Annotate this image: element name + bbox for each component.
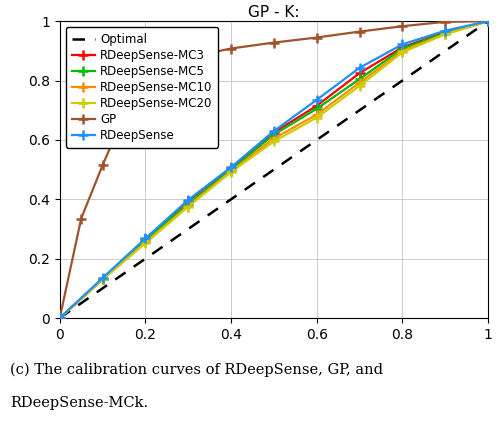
RDeepSense-MC3 — [185, 198, 191, 204]
RDeepSense-MC5 — [357, 77, 363, 82]
RDeepSense — [442, 28, 448, 33]
GP — [185, 55, 191, 60]
RDeepSense-MC3 — [485, 19, 491, 24]
RDeepSense-MC3 — [57, 315, 63, 321]
RDeepSense-MC10 — [399, 48, 405, 53]
RDeepSense-MC20 — [357, 84, 363, 89]
GP — [271, 40, 277, 45]
RDeepSense-MC3 — [142, 237, 148, 242]
RDeepSense-MC5 — [185, 201, 191, 206]
Line: RDeepSense-MC3: RDeepSense-MC3 — [55, 17, 493, 323]
Title: GP - K:: GP - K: — [248, 5, 300, 20]
RDeepSense-MC20 — [185, 204, 191, 209]
RDeepSense-MC3 — [399, 45, 405, 50]
RDeepSense — [399, 42, 405, 47]
RDeepSense-MC10 — [314, 112, 320, 117]
Line: GP: GP — [55, 17, 493, 323]
RDeepSense-MC20 — [399, 50, 405, 55]
RDeepSense-MC3 — [228, 166, 234, 171]
RDeepSense — [314, 98, 320, 103]
GP — [399, 24, 405, 29]
RDeepSense-MC20 — [100, 277, 106, 282]
RDeepSense-MC3 — [271, 130, 277, 135]
Text: RDeepSense-MCk.: RDeepSense-MCk. — [10, 396, 148, 410]
Legend: Optimal, RDeepSense-MC3, RDeepSense-MC5, RDeepSense-MC10, RDeepSense-MC20, GP, R: Optimal, RDeepSense-MC3, RDeepSense-MC5,… — [66, 27, 218, 148]
RDeepSense-MC10 — [185, 203, 191, 208]
RDeepSense-MC20 — [271, 139, 277, 144]
RDeepSense-MC10 — [357, 80, 363, 85]
RDeepSense-MC5 — [57, 315, 63, 321]
GP — [357, 29, 363, 34]
Line: RDeepSense-MC10: RDeepSense-MC10 — [55, 17, 493, 323]
GP — [142, 64, 148, 69]
RDeepSense-MC10 — [485, 19, 491, 24]
RDeepSense-MC5 — [399, 46, 405, 51]
GP — [100, 163, 106, 168]
RDeepSense-MC20 — [142, 241, 148, 246]
RDeepSense — [485, 19, 491, 24]
GP — [485, 19, 491, 24]
RDeepSense-MC10 — [442, 31, 448, 36]
RDeepSense-MC5 — [271, 132, 277, 137]
RDeepSense-MC3 — [442, 30, 448, 35]
Line: RDeepSense-MC20: RDeepSense-MC20 — [55, 17, 493, 323]
Line: RDeepSense-MC5: RDeepSense-MC5 — [55, 17, 493, 323]
Line: RDeepSense: RDeepSense — [55, 17, 493, 323]
RDeepSense — [357, 65, 363, 70]
GP — [57, 315, 63, 321]
RDeepSense-MC10 — [142, 240, 148, 245]
RDeepSense — [271, 128, 277, 134]
RDeepSense-MC5 — [442, 31, 448, 36]
RDeepSense-MC5 — [485, 19, 491, 24]
RDeepSense-MC5 — [314, 106, 320, 112]
Text: (c) The calibration curves of RDeepSense, GP, and: (c) The calibration curves of RDeepSense… — [10, 363, 383, 377]
RDeepSense-MC3 — [357, 71, 363, 76]
GP — [228, 46, 234, 51]
RDeepSense-MC5 — [100, 277, 106, 282]
GP — [78, 216, 84, 221]
GP — [314, 35, 320, 40]
RDeepSense — [228, 165, 234, 170]
RDeepSense-MC20 — [485, 19, 491, 24]
RDeepSense — [100, 276, 106, 281]
RDeepSense-MC20 — [314, 115, 320, 120]
RDeepSense-MC3 — [314, 103, 320, 109]
RDeepSense — [57, 315, 63, 321]
RDeepSense-MC10 — [57, 315, 63, 321]
RDeepSense-MC3 — [100, 277, 106, 282]
RDeepSense-MC10 — [100, 277, 106, 282]
GP — [442, 19, 448, 24]
RDeepSense-MC20 — [57, 315, 63, 321]
RDeepSense-MC10 — [271, 136, 277, 141]
RDeepSense-MC10 — [228, 169, 234, 174]
RDeepSense-MC20 — [228, 170, 234, 175]
RDeepSense-MC5 — [228, 167, 234, 172]
RDeepSense-MC20 — [442, 32, 448, 37]
RDeepSense — [185, 197, 191, 202]
RDeepSense — [142, 236, 148, 241]
RDeepSense-MC5 — [142, 237, 148, 243]
